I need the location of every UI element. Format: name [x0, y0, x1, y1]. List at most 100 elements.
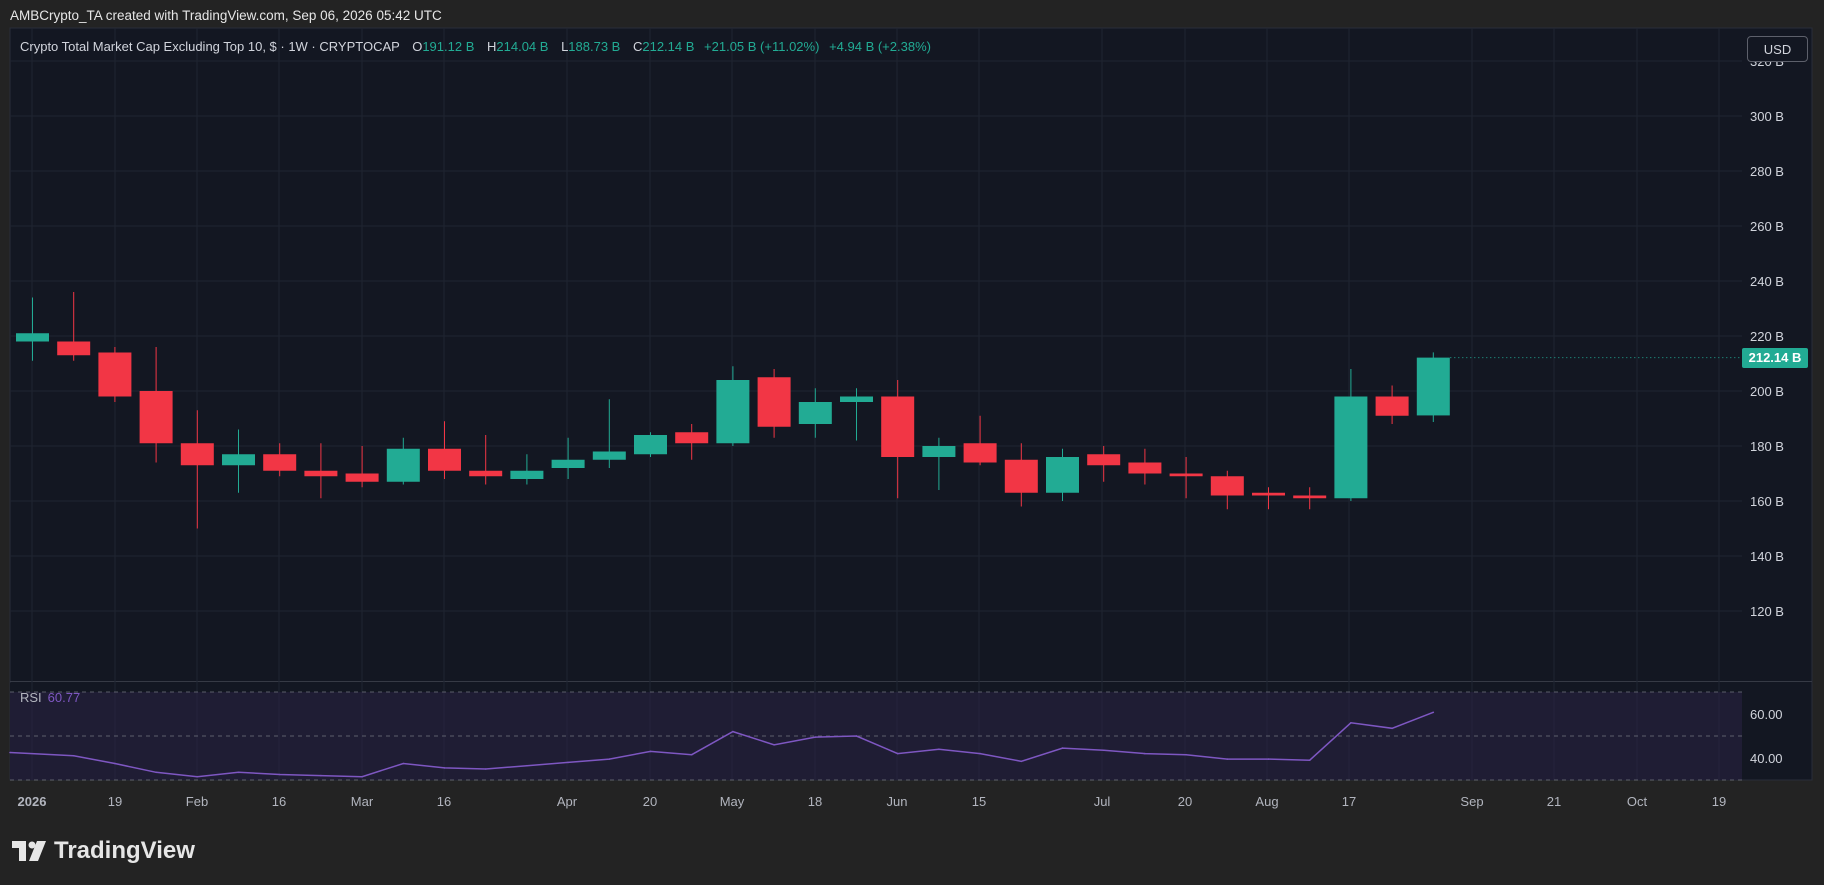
y-tick-label: 220 B [1750, 329, 1784, 344]
x-tick-label: 19 [108, 794, 122, 809]
candle [263, 443, 297, 477]
candle [634, 432, 667, 457]
last-price-tag: 212.14 B [1742, 347, 1808, 368]
rsi-point [361, 775, 363, 778]
rsi-point [320, 774, 322, 777]
low-key: L [561, 39, 569, 54]
candle [98, 347, 132, 402]
rsi-point [979, 752, 981, 755]
candle [716, 366, 750, 446]
rsi-point [1350, 722, 1352, 724]
candle-body [963, 443, 997, 463]
x-tick-label: 17 [1342, 794, 1356, 809]
candle-body [922, 446, 956, 457]
candle [840, 388, 873, 441]
candle [180, 410, 214, 529]
x-tick-label: 19 [1712, 794, 1726, 809]
x-tick-label: Sep [1460, 794, 1483, 809]
rsi-point [814, 736, 817, 738]
y-tick-label: 260 B [1750, 219, 1784, 234]
x-tick-label: 18 [808, 794, 822, 809]
x-tick-label: 16 [437, 794, 451, 809]
x-tick-label: 20 [1178, 794, 1192, 809]
candle [386, 437, 420, 485]
candle [304, 443, 338, 499]
rsi-point [649, 750, 652, 753]
brand-name: TradingView [54, 837, 195, 864]
change-value: +21.05 B (+11.02%) [704, 39, 820, 54]
candle-body [428, 448, 461, 471]
x-tick-label: Aug [1255, 794, 1278, 809]
rsi-point [196, 775, 199, 778]
candle-body [1169, 473, 1203, 477]
rsi-point [773, 744, 775, 746]
candle-body [510, 470, 544, 479]
tradingview-logo-icon [12, 841, 46, 861]
candle [1334, 369, 1368, 501]
rsi-point [237, 771, 240, 774]
candle [963, 415, 997, 466]
candle [222, 429, 255, 493]
rsi-point [1308, 759, 1311, 761]
rsi-point [567, 761, 569, 764]
rsi-point [1267, 758, 1270, 760]
candle [551, 437, 585, 479]
candle [1046, 448, 1079, 501]
rsi-point [896, 752, 899, 755]
rsi-label[interactable]: RSI [20, 690, 42, 705]
rsi-legend: RSI 60.77 [20, 690, 80, 705]
rsi-point [1102, 749, 1105, 752]
candle-body [1416, 357, 1450, 416]
rsi-point [402, 762, 405, 765]
candle [881, 380, 915, 499]
candle-body [881, 396, 915, 457]
rsi-point [278, 773, 281, 776]
candle-body [1128, 462, 1162, 474]
y-tick-label: 180 B [1750, 439, 1784, 454]
rsi-point [1020, 760, 1023, 763]
candle-body [1252, 492, 1285, 496]
candle [798, 388, 832, 438]
candle-body [180, 443, 214, 466]
y-tick-label: 120 B [1750, 604, 1784, 619]
candle [16, 297, 49, 361]
candle [428, 421, 461, 479]
candle [1416, 352, 1450, 422]
rsi-point [938, 748, 940, 750]
rsi-point [690, 753, 693, 756]
candle [1004, 443, 1038, 507]
open-value: 191.12 B [422, 39, 475, 54]
candle [592, 399, 626, 468]
candle-body [263, 454, 297, 471]
candle [345, 446, 379, 488]
tradingview-logo[interactable]: TradingView [12, 837, 195, 865]
x-tick-label: 21 [1547, 794, 1561, 809]
candle-body [634, 435, 667, 455]
currency-button[interactable]: USD [1747, 36, 1808, 62]
x-tick-label: 16 [272, 794, 286, 809]
candle-body [222, 454, 255, 466]
high-key: H [487, 39, 497, 54]
candle-body [757, 377, 791, 427]
y-tick-label: 140 B [1750, 549, 1784, 564]
candle-body [345, 473, 379, 482]
x-tick-label: 15 [972, 794, 986, 809]
candle [1375, 385, 1409, 424]
candle [1210, 470, 1244, 510]
candle [1252, 487, 1285, 510]
candle-body [675, 432, 709, 444]
candle-body [592, 451, 626, 460]
symbol-title[interactable]: Crypto Total Market Cap Excluding Top 10… [20, 39, 400, 54]
candle-body [716, 380, 750, 444]
candle-body [1293, 495, 1327, 499]
candle [1128, 448, 1162, 485]
y-tick-label: 200 B [1750, 384, 1784, 399]
x-tick-label: Mar [351, 794, 374, 809]
low-value: 188.73 B [568, 39, 621, 54]
candle-body [840, 396, 873, 402]
candle [57, 292, 91, 361]
candle-body [551, 459, 585, 468]
candle-body [1375, 396, 1409, 416]
